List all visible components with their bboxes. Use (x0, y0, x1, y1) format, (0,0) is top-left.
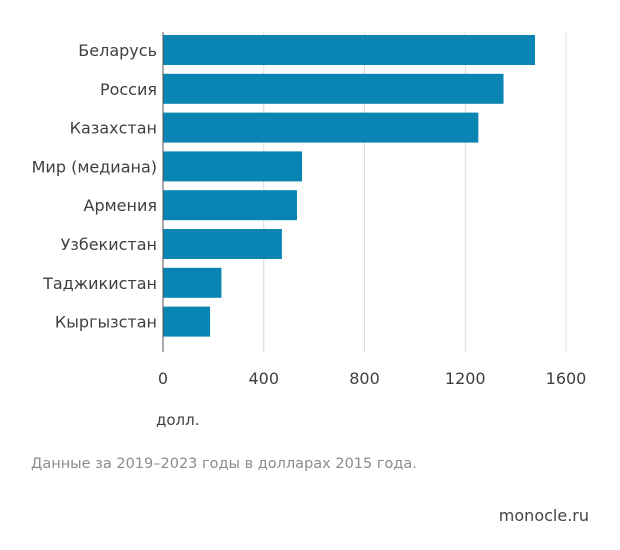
x-tick-800: 800 (349, 369, 380, 388)
category-label-кыргызстан: Кыргызстан (55, 313, 157, 332)
bar-кыргызстан (163, 306, 211, 337)
bar-таджикистан (163, 267, 222, 298)
category-label-россия: Россия (100, 80, 157, 99)
x-tick-1600: 1600 (546, 369, 587, 388)
bar-беларусь (163, 35, 536, 65)
bar-мир-медиана (163, 151, 303, 182)
x-tick-400: 400 (248, 369, 279, 388)
x-tick-0: 0 (158, 369, 168, 388)
x-axis-unit-label: долл. (156, 411, 200, 429)
x-tick-labels: 0 400 800 1200 1600 (158, 369, 586, 388)
footnote: Данные за 2019–2023 годы в долларах 2015… (31, 456, 417, 472)
category-label-беларусь: Беларусь (78, 41, 157, 60)
category-labels: Беларусь Россия Казахстан Мир (медиана) Арме… (32, 41, 157, 332)
category-label-таджикистан: Таджикистан (42, 274, 157, 293)
bar-россия (163, 73, 504, 104)
category-label-мир-медиана: Мир (медиана) (32, 157, 157, 176)
source-label: monocle.ru (498, 506, 589, 525)
category-label-армения: Армения (84, 196, 158, 215)
x-tick-1200: 1200 (445, 369, 486, 388)
bar-узбекистан (163, 229, 282, 259)
bar-казахстан (163, 112, 479, 143)
bars (163, 35, 536, 337)
category-label-казахстан: Казахстан (70, 119, 157, 138)
category-label-узбекистан: Узбекистан (61, 235, 157, 254)
bar-армения (163, 190, 297, 221)
